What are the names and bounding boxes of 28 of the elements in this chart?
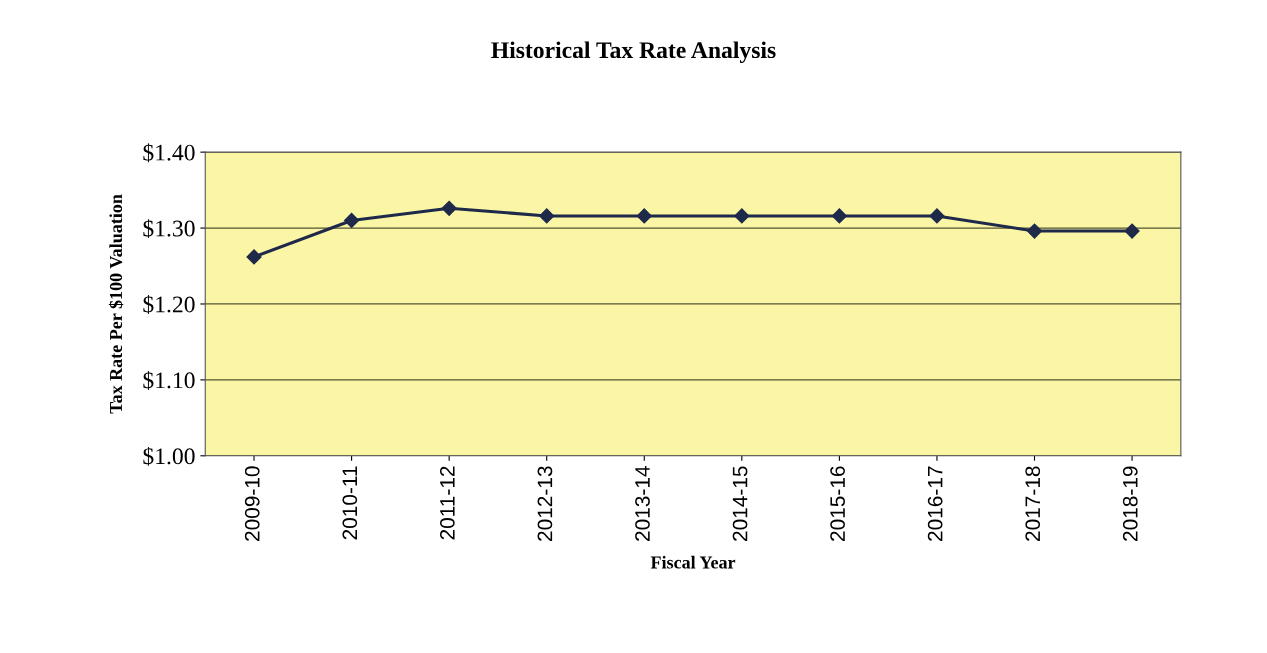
x-axis-title: Fiscal Year	[650, 555, 736, 569]
point	[246, 249, 262, 265]
point	[929, 208, 945, 224]
x-tick-label: 2014-15	[732, 466, 748, 541]
x-tick-label: 2018-19	[1122, 466, 1138, 541]
point	[734, 208, 750, 224]
chart-title: Historical Tax Rate Analysis	[491, 41, 776, 63]
x-tick-label: 2013-14	[635, 466, 650, 541]
y-axis-title: Tax Rate Per $100 Valuation	[108, 194, 124, 414]
x-tick-label: 2015-16	[830, 466, 845, 541]
y-tick-label: $1.00	[143, 446, 195, 466]
x-tick-label: 2012-13	[537, 466, 553, 541]
point	[441, 200, 457, 216]
x-tick-label: 2011-12	[439, 466, 455, 540]
y-tick-label: $1.20	[143, 295, 195, 314]
point	[831, 208, 847, 224]
x-tick-label: 2010-11	[342, 466, 358, 540]
x-tick-label: 2016-17	[927, 466, 943, 541]
y-tick-label: $1.30	[143, 219, 195, 239]
point	[636, 208, 652, 224]
point	[1124, 223, 1140, 239]
y-tick-label: $1.40	[143, 143, 195, 163]
point	[1026, 223, 1043, 239]
x-tick-label: 2009-10	[244, 466, 260, 541]
point	[344, 212, 360, 229]
y-tick-label: $1.10	[143, 370, 195, 390]
x-tick-label: 2017-18	[1025, 466, 1041, 541]
point	[539, 208, 555, 224]
